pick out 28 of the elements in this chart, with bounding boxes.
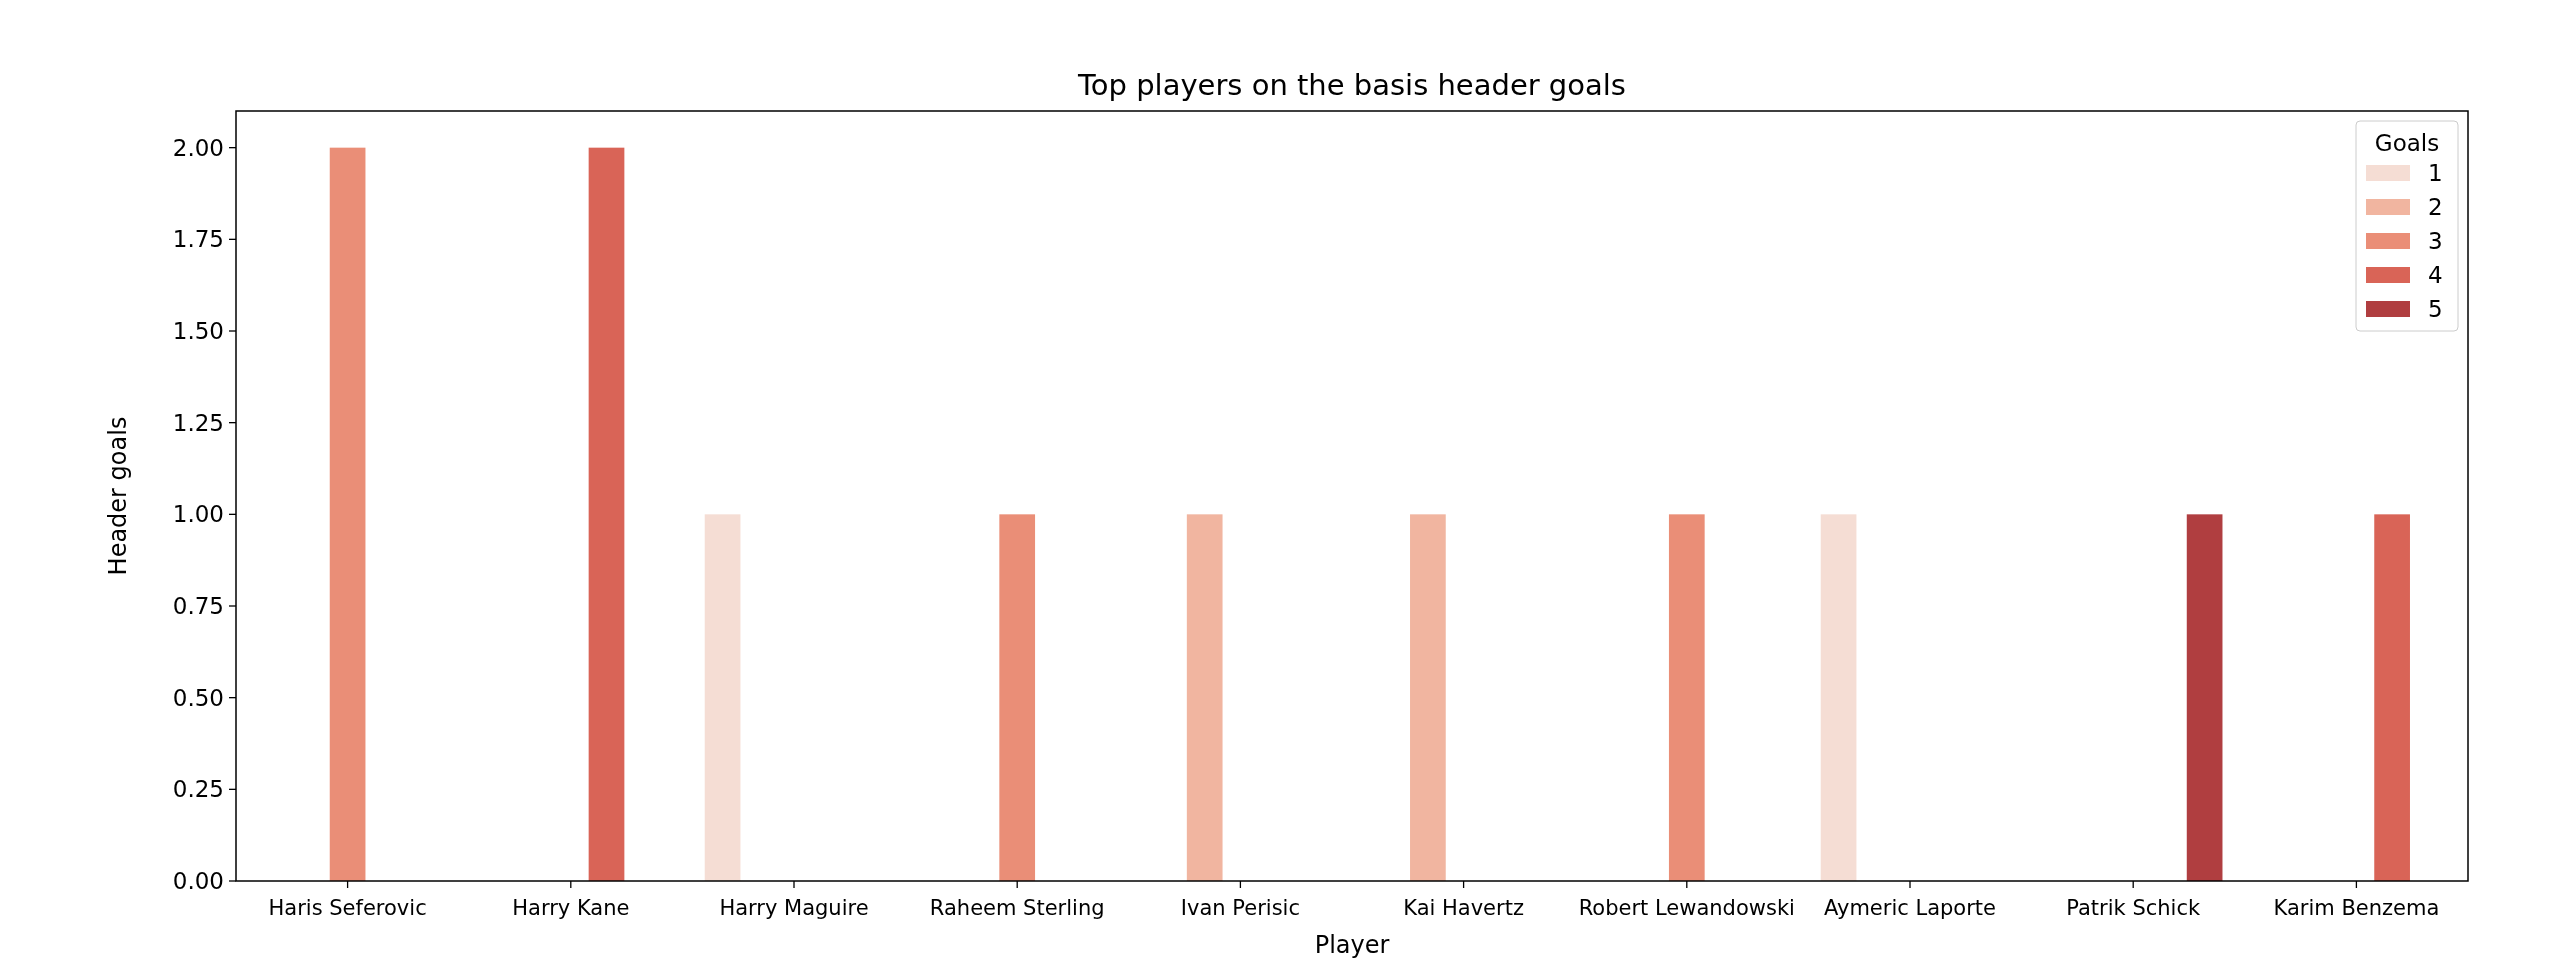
legend-label: 4 — [2428, 262, 2443, 289]
x-tick-label: Robert Lewandowski — [1578, 896, 1795, 920]
y-tick-label: 2.00 — [172, 134, 224, 161]
y-tick-label: 1.00 — [172, 501, 224, 528]
legend-label: 2 — [2428, 194, 2443, 221]
y-tick-label: 0.50 — [172, 684, 224, 711]
y-tick-label: 0.25 — [172, 776, 224, 803]
legend-label: 1 — [2428, 160, 2443, 187]
legend-label: 3 — [2428, 228, 2443, 255]
y-tick-label: 0.75 — [172, 593, 224, 620]
legend-label: 5 — [2428, 296, 2443, 323]
x-axis-title: Player — [1314, 931, 1390, 959]
x-tick-label: Aymeric Laporte — [1824, 896, 1996, 920]
y-axis-title: Header goals — [104, 416, 132, 576]
y-tick-label: 1.25 — [172, 409, 224, 436]
x-tick-label: Raheem Sterling — [929, 896, 1105, 920]
x-tick-label: Karim Benzema — [2273, 896, 2440, 920]
x-tick-label: Patrik Schick — [2066, 896, 2201, 920]
x-tick-label: Ivan Perisic — [1180, 896, 1300, 920]
y-tick-label: 0.00 — [172, 868, 224, 895]
chart-title: Top players on the basis header goals — [1077, 68, 1626, 102]
x-tick-label: Harry Kane — [512, 896, 630, 920]
x-tick-label: Harry Maguire — [719, 896, 869, 920]
y-tick-label: 1.75 — [172, 226, 224, 253]
legend-title: Goals — [2374, 130, 2440, 156]
x-tick-label: Kai Havertz — [1403, 896, 1524, 920]
x-tick-label: Haris Seferovic — [268, 896, 427, 920]
y-tick-label: 1.50 — [172, 318, 224, 345]
